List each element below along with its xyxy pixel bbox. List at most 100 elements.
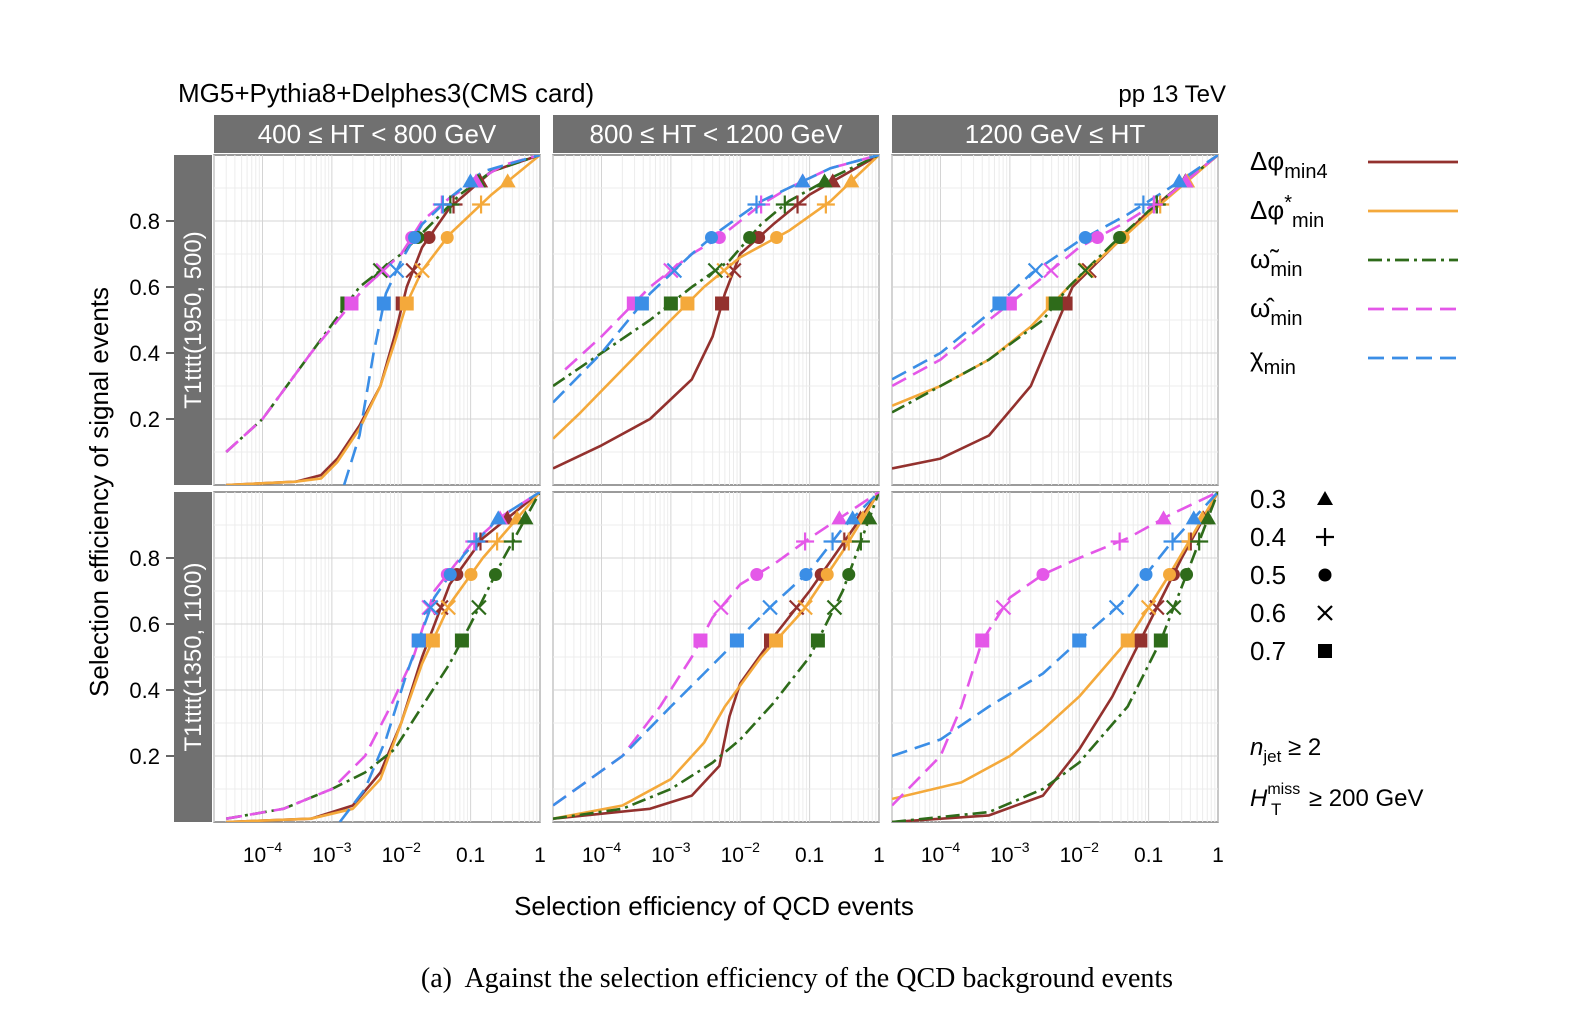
data-marker-chi xyxy=(411,633,426,648)
cut-htmiss-sub: T xyxy=(1271,800,1281,819)
data-marker-omegahat xyxy=(975,633,990,648)
data-marker-chi xyxy=(634,296,649,311)
data-marker-chi xyxy=(1185,510,1202,525)
data-marker-dphistar xyxy=(399,296,414,311)
data-marker-omegatilde xyxy=(517,510,534,525)
data-marker-omegahat xyxy=(693,633,708,648)
series-line-chi xyxy=(892,492,1218,758)
legend-label-omegatilde: ω̃min xyxy=(1250,244,1303,281)
data-marker-omegatilde xyxy=(810,633,825,648)
data-marker-chi xyxy=(729,633,744,648)
data-marker-dphi4 xyxy=(715,296,730,311)
data-marker-chi xyxy=(1027,262,1044,279)
data-marker-omegatilde xyxy=(1199,510,1216,525)
data-marker-dphistar xyxy=(816,195,835,214)
data-marker-omegatilde xyxy=(743,231,757,244)
x-tick-label: 10−3 xyxy=(990,839,1030,867)
series-line-dphistar xyxy=(553,155,879,440)
grid xyxy=(213,492,541,822)
data-marker-omegahat xyxy=(1155,510,1172,525)
data-marker-chi xyxy=(823,532,842,551)
data-marker-chi xyxy=(1139,568,1153,581)
data-marker-omegatilde xyxy=(454,633,469,648)
data-marker-omegatilde xyxy=(503,532,522,551)
data-marker-omegatilde xyxy=(1153,633,1168,648)
threshold-label: 0.6 xyxy=(1250,598,1286,628)
data-marker-chi xyxy=(844,510,861,525)
series-line-omegahat xyxy=(225,155,540,453)
y-tick-label: 0.2 xyxy=(129,407,160,432)
data-marker-omegatilde xyxy=(1180,568,1194,581)
data-marker-chi xyxy=(1078,231,1092,244)
x-tick-label: 10−4 xyxy=(243,839,283,867)
data-marker-chi xyxy=(433,195,452,214)
plot-panel xyxy=(552,491,880,823)
data-marker-omegatilde xyxy=(663,296,678,311)
grid xyxy=(891,155,1219,485)
data-marker-chi xyxy=(443,568,457,581)
row-strip-label: T1tttt(1950, 500) xyxy=(180,231,207,408)
header-right-label: pp 13 TeV xyxy=(1118,81,1226,108)
series-line-omegahat xyxy=(892,492,1218,807)
grid xyxy=(552,492,880,822)
data-marker-omegatilde xyxy=(1190,532,1209,551)
cut-htmiss: Hmiss ≥ 200 GeV xyxy=(1250,781,1423,812)
data-marker-omegatilde xyxy=(1077,262,1094,279)
data-marker-chi xyxy=(408,231,422,244)
series-line-omegatilde xyxy=(553,492,879,820)
series-line-dphistar xyxy=(226,155,540,485)
data-marker-omegatilde xyxy=(1165,599,1182,616)
data-marker-chi xyxy=(1171,173,1188,188)
data-marker-chi xyxy=(704,231,718,244)
threshold-marker-square xyxy=(1318,644,1332,658)
y-tick-label: 0.6 xyxy=(129,275,160,300)
data-marker-dphistar xyxy=(769,633,784,648)
data-marker-omegahat xyxy=(663,262,679,279)
threshold-marker-circle xyxy=(1318,568,1332,582)
y-tick-label: 0.8 xyxy=(129,209,160,234)
legend-label-dphi4: Δφmin4 xyxy=(1250,146,1328,183)
data-marker-omegatilde xyxy=(1048,296,1063,311)
data-marker-omegahat xyxy=(750,568,764,581)
data-marker-omegatilde xyxy=(1113,231,1127,244)
x-tick-label: 0.1 xyxy=(456,844,485,867)
x-tick-label: 10−2 xyxy=(721,839,761,867)
series-line-chi xyxy=(892,155,1218,381)
x-tick-label: 1 xyxy=(1212,844,1224,867)
grid xyxy=(213,155,541,485)
panels-group: 400 ≤ HT < 800 GeV 800 ≤ HT < 1200 GeV 120… xyxy=(129,115,1224,867)
data-marker-dphistar xyxy=(464,568,478,581)
threshold-label: 0.7 xyxy=(1250,636,1286,666)
data-marker-omegahat xyxy=(421,599,437,616)
data-marker-omegahat xyxy=(796,532,815,551)
data-marker-omegatilde xyxy=(826,599,843,616)
x-tick-label: 10−4 xyxy=(921,839,961,867)
data-marker-dphistar xyxy=(440,599,456,616)
plot-panel xyxy=(552,154,880,486)
data-marker-omegahat xyxy=(375,262,391,279)
plot-panel xyxy=(891,154,1219,486)
data-marker-omegahat xyxy=(1043,262,1059,279)
data-marker-omegatilde xyxy=(851,532,870,551)
x-tick-label: 10−2 xyxy=(382,839,422,867)
data-marker-chi xyxy=(1072,633,1087,648)
header-left-label: MG5+Pythia8+Delphes3(CMS card) xyxy=(178,78,594,108)
data-marker-dphistar xyxy=(1120,633,1135,648)
legend-label-omegahat: ω̂min xyxy=(1250,293,1303,330)
data-marker-omegatilde xyxy=(707,262,724,279)
data-marker-chi xyxy=(992,296,1007,311)
data-marker-dphi4 xyxy=(1081,262,1097,279)
data-marker-chi xyxy=(490,510,507,525)
y-tick-label: 0.8 xyxy=(129,546,160,571)
data-marker-chi xyxy=(388,262,405,279)
y-tick-label: 0.4 xyxy=(129,678,160,703)
data-marker-dphistar xyxy=(797,599,813,616)
legend-label-chi: χmin xyxy=(1250,342,1296,379)
data-marker-omegatilde xyxy=(471,599,487,616)
data-marker-omegatilde xyxy=(372,262,389,279)
series-line-dphi4 xyxy=(553,155,879,470)
series-line-dphistar xyxy=(892,492,1218,801)
data-marker-chi xyxy=(1134,195,1153,214)
data-marker-dphistar xyxy=(414,262,430,279)
